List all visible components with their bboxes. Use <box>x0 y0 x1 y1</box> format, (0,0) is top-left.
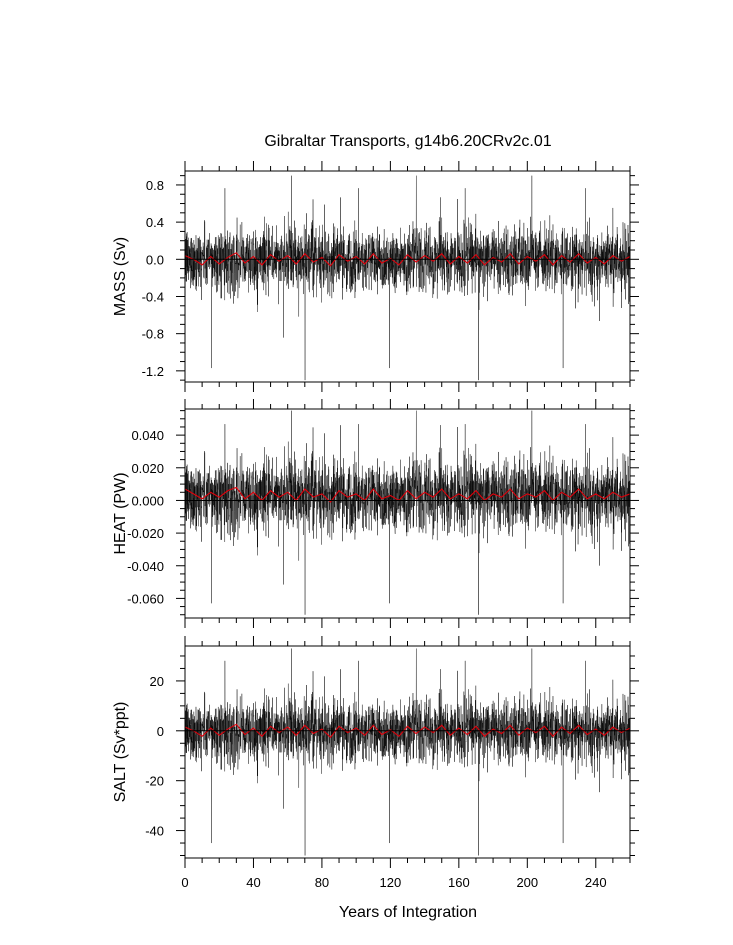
y-tick-label: -0.8 <box>142 327 164 342</box>
y-tick-label: 0.0 <box>146 252 164 267</box>
panel-1: 0.8 0.4 0.0 -0.4 -0.8 -1.2 MASS (Sv) <box>112 161 639 392</box>
chart-title: Gibraltar Transports, g14b6.20CRv2c.01 <box>264 133 551 150</box>
y-tick-label: -40 <box>145 824 164 839</box>
y-tick-label: 0.020 <box>131 461 164 476</box>
y-tick-label: 0.040 <box>131 428 164 443</box>
panel-2: 0.040 0.020 0.000 -0.020 -0.040 -0.060 HEAT (P… <box>112 399 639 628</box>
x-axis-label: Years of Integration <box>339 904 477 921</box>
x-tick-label: 240 <box>585 875 607 890</box>
y-tick-label: -0.040 <box>127 559 164 574</box>
raw-series-line <box>185 175 630 381</box>
y-tick-label: -1.2 <box>142 364 164 379</box>
y-tick-label: 0.4 <box>146 215 164 230</box>
y-tick-label: 0.8 <box>146 178 164 193</box>
x-tick-label: 80 <box>315 875 329 890</box>
smoothed-series-line <box>185 252 630 267</box>
x-tick-label: 40 <box>246 875 260 890</box>
y-axis-label: SALT (Sv*ppt) <box>112 702 129 803</box>
raw-series-line <box>185 410 630 615</box>
y-tick-label: -0.060 <box>127 591 164 606</box>
x-tick-label: 160 <box>448 875 470 890</box>
x-tick-label: 200 <box>516 875 538 890</box>
y-tick-label: 0 <box>157 724 164 739</box>
y-tick-label: 20 <box>150 674 164 689</box>
raw-series-line <box>185 648 630 856</box>
y-tick-label: -0.4 <box>142 289 164 304</box>
x-tick-label: 120 <box>380 875 402 890</box>
y-axis-label: MASS (Sv) <box>112 237 129 316</box>
panels: 0.8 0.4 0.0 -0.4 -0.8 -1.2 MASS (Sv) 0.040 0.020… <box>112 161 639 890</box>
smoothed-series-line <box>185 486 630 503</box>
y-tick-label: 0.000 <box>131 493 164 508</box>
y-tick-label: -20 <box>145 774 164 789</box>
smoothed-series-line <box>185 723 630 739</box>
y-tick-label: -0.020 <box>127 526 164 541</box>
y-axis-label: HEAT (PW) <box>112 472 129 554</box>
x-tick-label: 0 <box>181 875 188 890</box>
